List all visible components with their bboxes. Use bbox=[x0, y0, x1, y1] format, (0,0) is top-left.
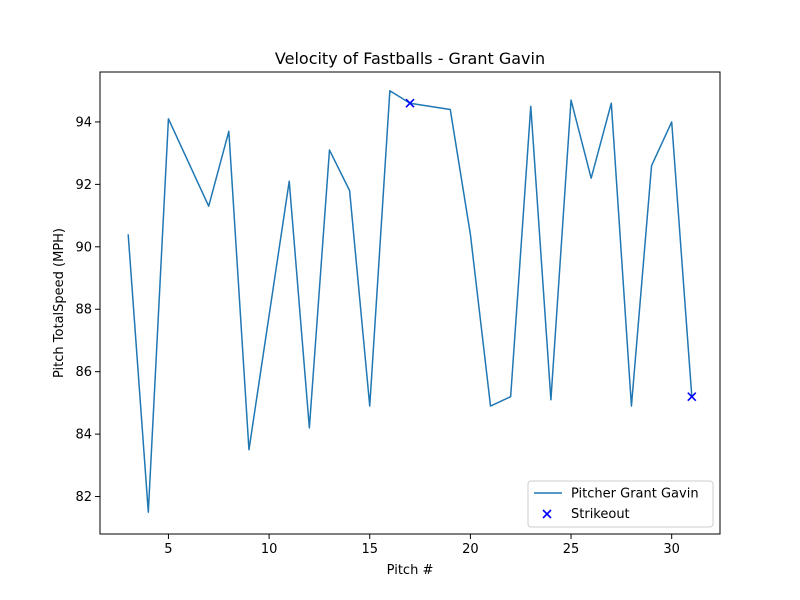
y-tick-label: 90 bbox=[75, 240, 92, 255]
x-axis-label: Pitch # bbox=[387, 563, 434, 578]
series-line-pitcher bbox=[127, 89, 693, 513]
strikeout-marker bbox=[687, 392, 697, 402]
legend-swatch-x bbox=[542, 509, 552, 519]
x-tick-label: 25 bbox=[563, 542, 580, 557]
x-tick-label: 30 bbox=[663, 542, 680, 557]
strikeout-marker-stroke bbox=[405, 98, 415, 108]
y-tick-label: 88 bbox=[75, 303, 92, 318]
legend-box bbox=[527, 480, 714, 528]
x-tick-label: 5 bbox=[164, 542, 172, 557]
x-tick-label: 20 bbox=[462, 542, 479, 557]
legend-label-pitcher: Pitcher Grant Gavin bbox=[571, 487, 699, 502]
y-tick-label: 92 bbox=[75, 178, 92, 193]
y-axis-label: Pitch TotalSpeed (MPH) bbox=[52, 228, 67, 378]
plot-area: 5 10 15 20 25 30 82 84 86 88 90 92 94 bbox=[75, 71, 721, 557]
legend: Pitcher Grant Gavin Strikeout bbox=[527, 480, 714, 528]
y-tick-label: 82 bbox=[75, 490, 92, 505]
axes-frame bbox=[99, 71, 721, 535]
x-tick-label: 15 bbox=[361, 542, 378, 557]
x-tick-label: 10 bbox=[261, 542, 278, 557]
strikeout-marker bbox=[405, 98, 415, 108]
y-tick-label: 94 bbox=[75, 115, 92, 130]
y-tick-label: 84 bbox=[75, 428, 92, 443]
y-tick-label: 86 bbox=[75, 365, 92, 380]
chart-title: Velocity of Fastballs - Grant Gavin bbox=[275, 49, 545, 68]
strikeout-marker-stroke bbox=[687, 392, 697, 402]
legend-label-strikeout: Strikeout bbox=[571, 507, 630, 522]
